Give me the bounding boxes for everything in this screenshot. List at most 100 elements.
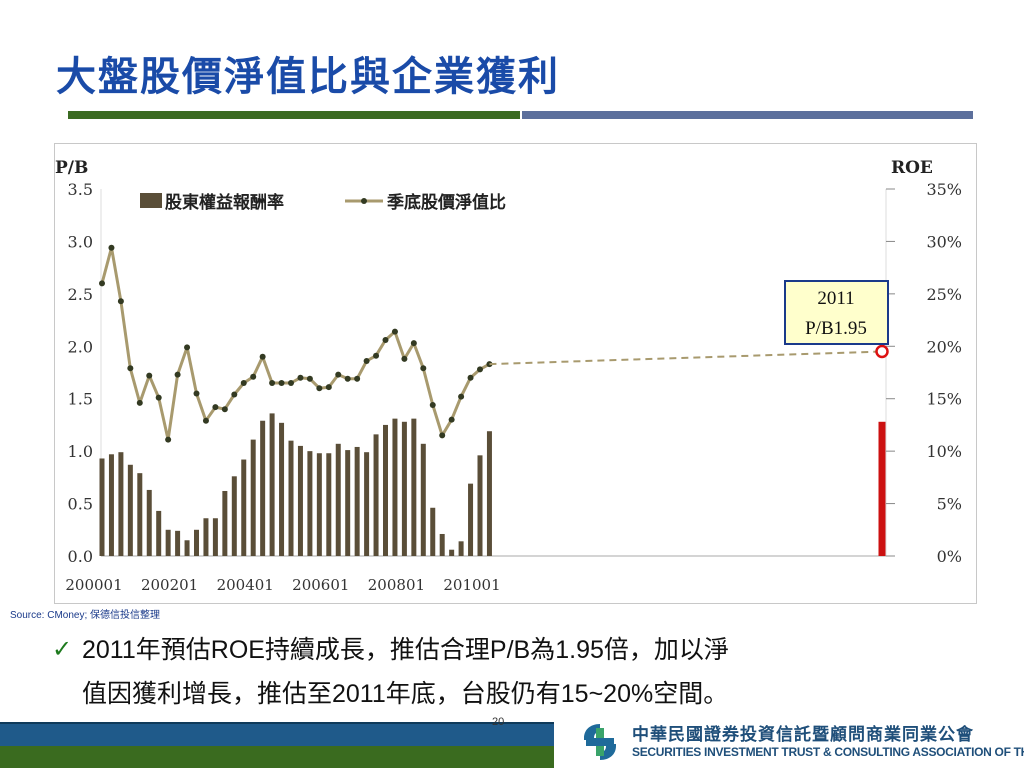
roe-bar (486, 431, 492, 556)
roe-bar (354, 446, 360, 556)
x-tick-label: 200601 (292, 576, 349, 594)
roe-bar-2011 (878, 421, 886, 556)
pb-point (354, 375, 361, 382)
legend-bar-label: 股東權益報酬率 (165, 192, 284, 213)
roe-bar (288, 440, 294, 556)
chart-panel: P/B ROE 3.5 3.0 2.5 2.0 1.5 1.0 0.5 0.0 35% 30% 25% 2… (54, 143, 977, 604)
pb-point (184, 344, 191, 351)
roe-bar (175, 530, 181, 556)
pb-point (269, 379, 276, 386)
pb-point (221, 406, 228, 413)
page-number: 20 (492, 716, 505, 728)
roe-bar (118, 452, 124, 556)
left-tick-label: 2.0 (68, 337, 93, 356)
right-tick-label: 30% (926, 232, 962, 251)
right-axis-title: ROE (891, 158, 933, 178)
pb-point (288, 379, 294, 386)
roe-bar (184, 540, 190, 556)
roe-bar (392, 418, 398, 556)
roe-bar (279, 422, 285, 556)
pb-point (117, 298, 124, 305)
roe-bar (165, 529, 171, 556)
pb-point (363, 357, 370, 364)
roe-bar (326, 453, 332, 556)
right-tick-label: 10% (926, 442, 962, 461)
pb-point (477, 366, 483, 373)
roe-bar (99, 458, 105, 556)
pb-point (316, 385, 323, 392)
pb-point (127, 365, 134, 372)
roe-bar (335, 443, 341, 556)
x-tick-label: 201001 (443, 576, 500, 594)
annotation-box (784, 280, 889, 345)
pb-point (165, 436, 172, 443)
pb-point (212, 404, 219, 411)
pb-point (259, 353, 266, 360)
right-tick-label: 20% (926, 337, 962, 356)
pb-point (439, 432, 446, 439)
pb-point (240, 379, 247, 386)
forecast-dashed-line (489, 350, 883, 366)
bullet-line-1: 2011年預估ROE持續成長，推估合理P/B為1.95倍，加以淨 (82, 636, 729, 664)
x-tick-label: 200801 (368, 576, 425, 594)
title-divider-blue (522, 111, 973, 119)
forecast-point (875, 344, 889, 359)
pb-point (382, 336, 389, 343)
pb-line (100, 246, 491, 442)
pb-roe-chart: P/B ROE 3.5 3.0 2.5 2.0 1.5 1.0 0.5 0.0 35% 30% 25% 2… (55, 158, 962, 594)
pb-point (335, 371, 342, 378)
roe-bar (127, 464, 133, 556)
roe-bar (316, 453, 322, 556)
roe-bar (108, 454, 114, 556)
roe-bar (156, 510, 162, 556)
footer-bar-blue (0, 722, 554, 746)
right-tick-label: 0% (937, 547, 962, 566)
pb-point (155, 394, 162, 401)
left-tick-label: 1.0 (68, 442, 93, 461)
pb-point (486, 361, 493, 368)
roe-bar (146, 489, 152, 556)
pb-point (202, 417, 209, 424)
pb-point (373, 352, 380, 359)
association-name-zh: 中華民國證券投資信託暨顧問商業同業公會 (632, 725, 974, 745)
pb-point (250, 373, 257, 380)
roe-bar (411, 418, 417, 556)
pb-point (401, 355, 408, 362)
pb-point (420, 365, 427, 372)
left-tick-label: 0.0 (68, 547, 93, 566)
pb-point (278, 379, 285, 386)
roe-bar (449, 549, 455, 556)
pb-point (231, 391, 238, 398)
roe-bar (373, 434, 379, 556)
x-tick-label: 200201 (141, 576, 198, 594)
left-tick-label: 3.0 (68, 232, 93, 251)
left-tick-label: 1.5 (68, 390, 93, 409)
pb-point (306, 375, 313, 382)
roe-bar (383, 424, 388, 556)
roe-bar (477, 455, 483, 556)
roe-bar (439, 533, 445, 556)
roe-bar (307, 451, 313, 556)
pb-point (193, 390, 200, 397)
pb-point (174, 371, 181, 378)
roe-bar (458, 541, 464, 556)
title-divider-green (68, 111, 520, 119)
legend-line-marker (361, 198, 367, 204)
roe-bar (194, 529, 199, 556)
pb-point (325, 384, 332, 391)
footer-bar-green (0, 746, 554, 768)
roe-bar (420, 443, 426, 556)
left-tick-label: 0.5 (68, 495, 93, 514)
pb-point (146, 372, 153, 379)
roe-bar (137, 473, 143, 556)
pb-point (467, 374, 474, 381)
annotation-line-1: 2011 (817, 288, 854, 309)
pb-point (297, 374, 304, 381)
roe-bar (260, 420, 266, 556)
pb-point (458, 393, 465, 400)
source-note: Source: CMoney; 保德信投信整理 (10, 610, 161, 621)
roe-bar (212, 518, 218, 556)
right-tick-label: 25% (926, 285, 962, 304)
page-title: 大盤股價淨值比與企業獲利 (56, 54, 560, 100)
pb-point (429, 402, 436, 409)
